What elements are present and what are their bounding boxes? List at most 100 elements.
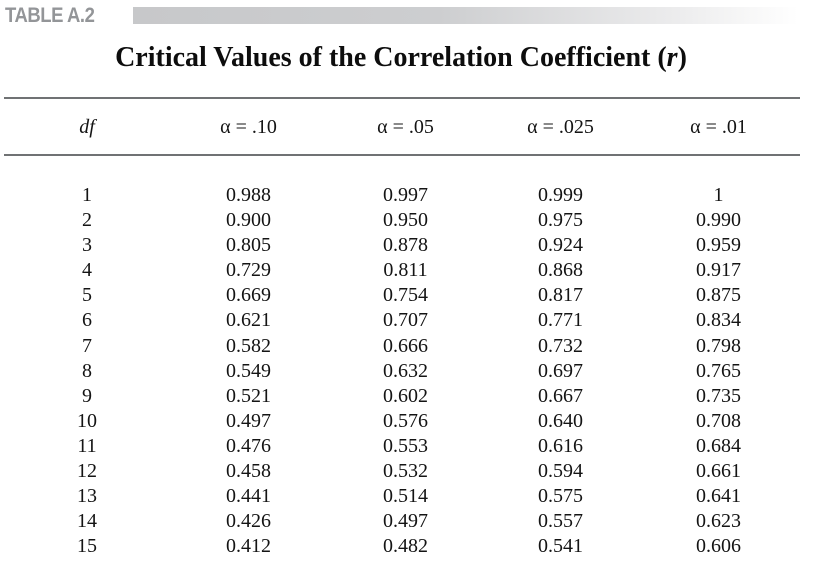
- table-row: 2 0.900 0.950 0.975 0.990: [4, 208, 800, 233]
- critical-value-cell: 0.997: [383, 184, 428, 206]
- critical-value-cell: 0.441: [226, 485, 271, 508]
- critical-value-cell: 0.707: [383, 309, 428, 332]
- critical-value-cell: 0.623: [696, 510, 741, 533]
- critical-value-cell: 0.878: [383, 234, 428, 257]
- table-row: 14 0.426 0.497 0.557 0.623: [4, 509, 800, 534]
- critical-value-cell: 0.575: [538, 485, 583, 508]
- critical-value-cell: 0.641: [696, 485, 741, 508]
- critical-value-cell: 0.661: [696, 460, 741, 483]
- critical-value-cell: 0.805: [226, 234, 271, 257]
- column-header-df: df: [79, 116, 95, 138]
- table-header: df α = .10 α = .05 α = .025 α = .01: [4, 98, 800, 155]
- critical-value-cell: 0.553: [383, 434, 428, 457]
- critical-value-cell: 0.708: [696, 409, 741, 432]
- column-header-alpha-025: α = .025: [527, 116, 594, 138]
- critical-value-cell: 0.426: [226, 510, 271, 533]
- title-r-symbol: r: [666, 42, 678, 73]
- critical-value-cell: 0.576: [383, 409, 428, 432]
- df-cell: 10: [77, 409, 97, 432]
- critical-value-cell: 0.557: [538, 510, 583, 533]
- critical-value-cell: 0.582: [226, 334, 271, 357]
- critical-value-cell: 0.754: [383, 284, 428, 307]
- critical-value-cell: 0.735: [696, 384, 741, 407]
- table-row: 8 0.549 0.632 0.697 0.765: [4, 359, 800, 384]
- critical-value-cell: 0.476: [226, 434, 271, 457]
- critical-value-cell: 0.497: [383, 510, 428, 533]
- df-cell: 9: [82, 384, 92, 407]
- critical-value-cell: 0.521: [226, 384, 271, 407]
- critical-value-cell: 0.549: [226, 359, 271, 382]
- critical-value-cell: 0.666: [383, 334, 428, 357]
- table-row: 10 0.497 0.576 0.640 0.708: [4, 409, 800, 434]
- critical-value-cell: 0.684: [696, 434, 741, 457]
- critical-value-cell: 0.732: [538, 334, 583, 357]
- critical-value-cell: 0.834: [696, 309, 741, 332]
- critical-value-cell: 0.482: [383, 535, 428, 558]
- table-row: 12 0.458 0.532 0.594 0.661: [4, 459, 800, 484]
- critical-value-cell: 0.640: [538, 409, 583, 432]
- df-cell: 4: [82, 259, 92, 282]
- critical-value-cell: 0.412: [226, 535, 271, 558]
- table-row: 5 0.669 0.754 0.817 0.875: [4, 283, 800, 308]
- df-cell: 6: [82, 309, 92, 332]
- critical-value-cell: 0.771: [538, 309, 583, 332]
- critical-value-cell: 0.669: [226, 284, 271, 307]
- table-body: 1 0.988 0.997 0.999 1 2 0.900 0.950 0.975 0.990 3 0…: [4, 155, 800, 559]
- critical-value-cell: 0.594: [538, 460, 583, 483]
- df-cell: 14: [77, 510, 97, 533]
- critical-value-cell: 0.497: [226, 409, 271, 432]
- table-row: 1 0.988 0.997 0.999 1: [4, 155, 800, 208]
- critical-value-cell: 0.990: [696, 209, 741, 232]
- table-title: Critical Values of the Correlation Coeff…: [0, 42, 802, 74]
- table-row: 11 0.476 0.553 0.616 0.684: [4, 434, 800, 459]
- table-row: 6 0.621 0.707 0.771 0.834: [4, 308, 800, 333]
- table-row: 3 0.805 0.878 0.924 0.959: [4, 233, 800, 258]
- df-cell: 7: [82, 334, 92, 357]
- column-header-alpha-01: α = .01: [690, 116, 747, 138]
- critical-value-cell: 0.514: [383, 485, 428, 508]
- table-row: 13 0.441 0.514 0.575 0.641: [4, 484, 800, 509]
- title-text: Critical Values of the Correlation Coeff…: [115, 42, 667, 73]
- critical-value-cell: 0.729: [226, 259, 271, 282]
- df-cell: 13: [77, 485, 97, 508]
- table-row: 7 0.582 0.666 0.732 0.798: [4, 334, 800, 359]
- critical-value-cell: 0.950: [383, 209, 428, 232]
- critical-value-cell: 1: [713, 184, 724, 206]
- critical-values-table: df α = .10 α = .05 α = .025 α = .01 1 0.9…: [4, 97, 800, 559]
- critical-value-cell: 0.817: [538, 284, 583, 307]
- df-cell: 11: [77, 434, 97, 457]
- table-label: TABLE A.2: [5, 4, 95, 27]
- critical-value-cell: 0.875: [696, 284, 741, 307]
- critical-value-cell: 0.532: [383, 460, 428, 483]
- critical-value-cell: 0.924: [538, 234, 583, 257]
- critical-value-cell: 0.959: [696, 234, 741, 257]
- column-header-alpha-10: α = .10: [220, 116, 277, 138]
- df-cell: 15: [77, 535, 97, 558]
- df-cell: 3: [82, 234, 92, 257]
- critical-value-cell: 0.811: [383, 259, 428, 282]
- critical-value-cell: 0.917: [696, 259, 741, 282]
- critical-value-cell: 0.697: [538, 359, 583, 382]
- df-cell: 12: [77, 460, 97, 483]
- df-cell: 2: [82, 209, 92, 232]
- df-cell: 5: [82, 284, 92, 307]
- critical-value-cell: 0.975: [538, 209, 583, 232]
- critical-value-cell: 0.606: [696, 535, 741, 558]
- critical-value-cell: 0.868: [538, 259, 583, 282]
- table-row: 15 0.412 0.482 0.541 0.606: [4, 534, 800, 559]
- header-row: df α = .10 α = .05 α = .025 α = .01: [4, 98, 800, 155]
- table-row: 4 0.729 0.811 0.868 0.917: [4, 258, 800, 283]
- critical-value-cell: 0.602: [383, 384, 428, 407]
- column-header-alpha-05: α = .05: [377, 116, 434, 138]
- critical-value-cell: 0.999: [538, 184, 583, 206]
- critical-value-cell: 0.765: [696, 359, 741, 382]
- critical-value-cell: 0.900: [226, 209, 271, 232]
- critical-value-cell: 0.458: [226, 460, 271, 483]
- critical-value-cell: 0.541: [538, 535, 583, 558]
- table-row: 9 0.521 0.602 0.667 0.735: [4, 384, 800, 409]
- header-gradient-bar: [133, 7, 812, 24]
- critical-value-cell: 0.621: [226, 309, 271, 332]
- df-cell: 8: [82, 359, 92, 382]
- critical-value-cell: 0.632: [383, 359, 428, 382]
